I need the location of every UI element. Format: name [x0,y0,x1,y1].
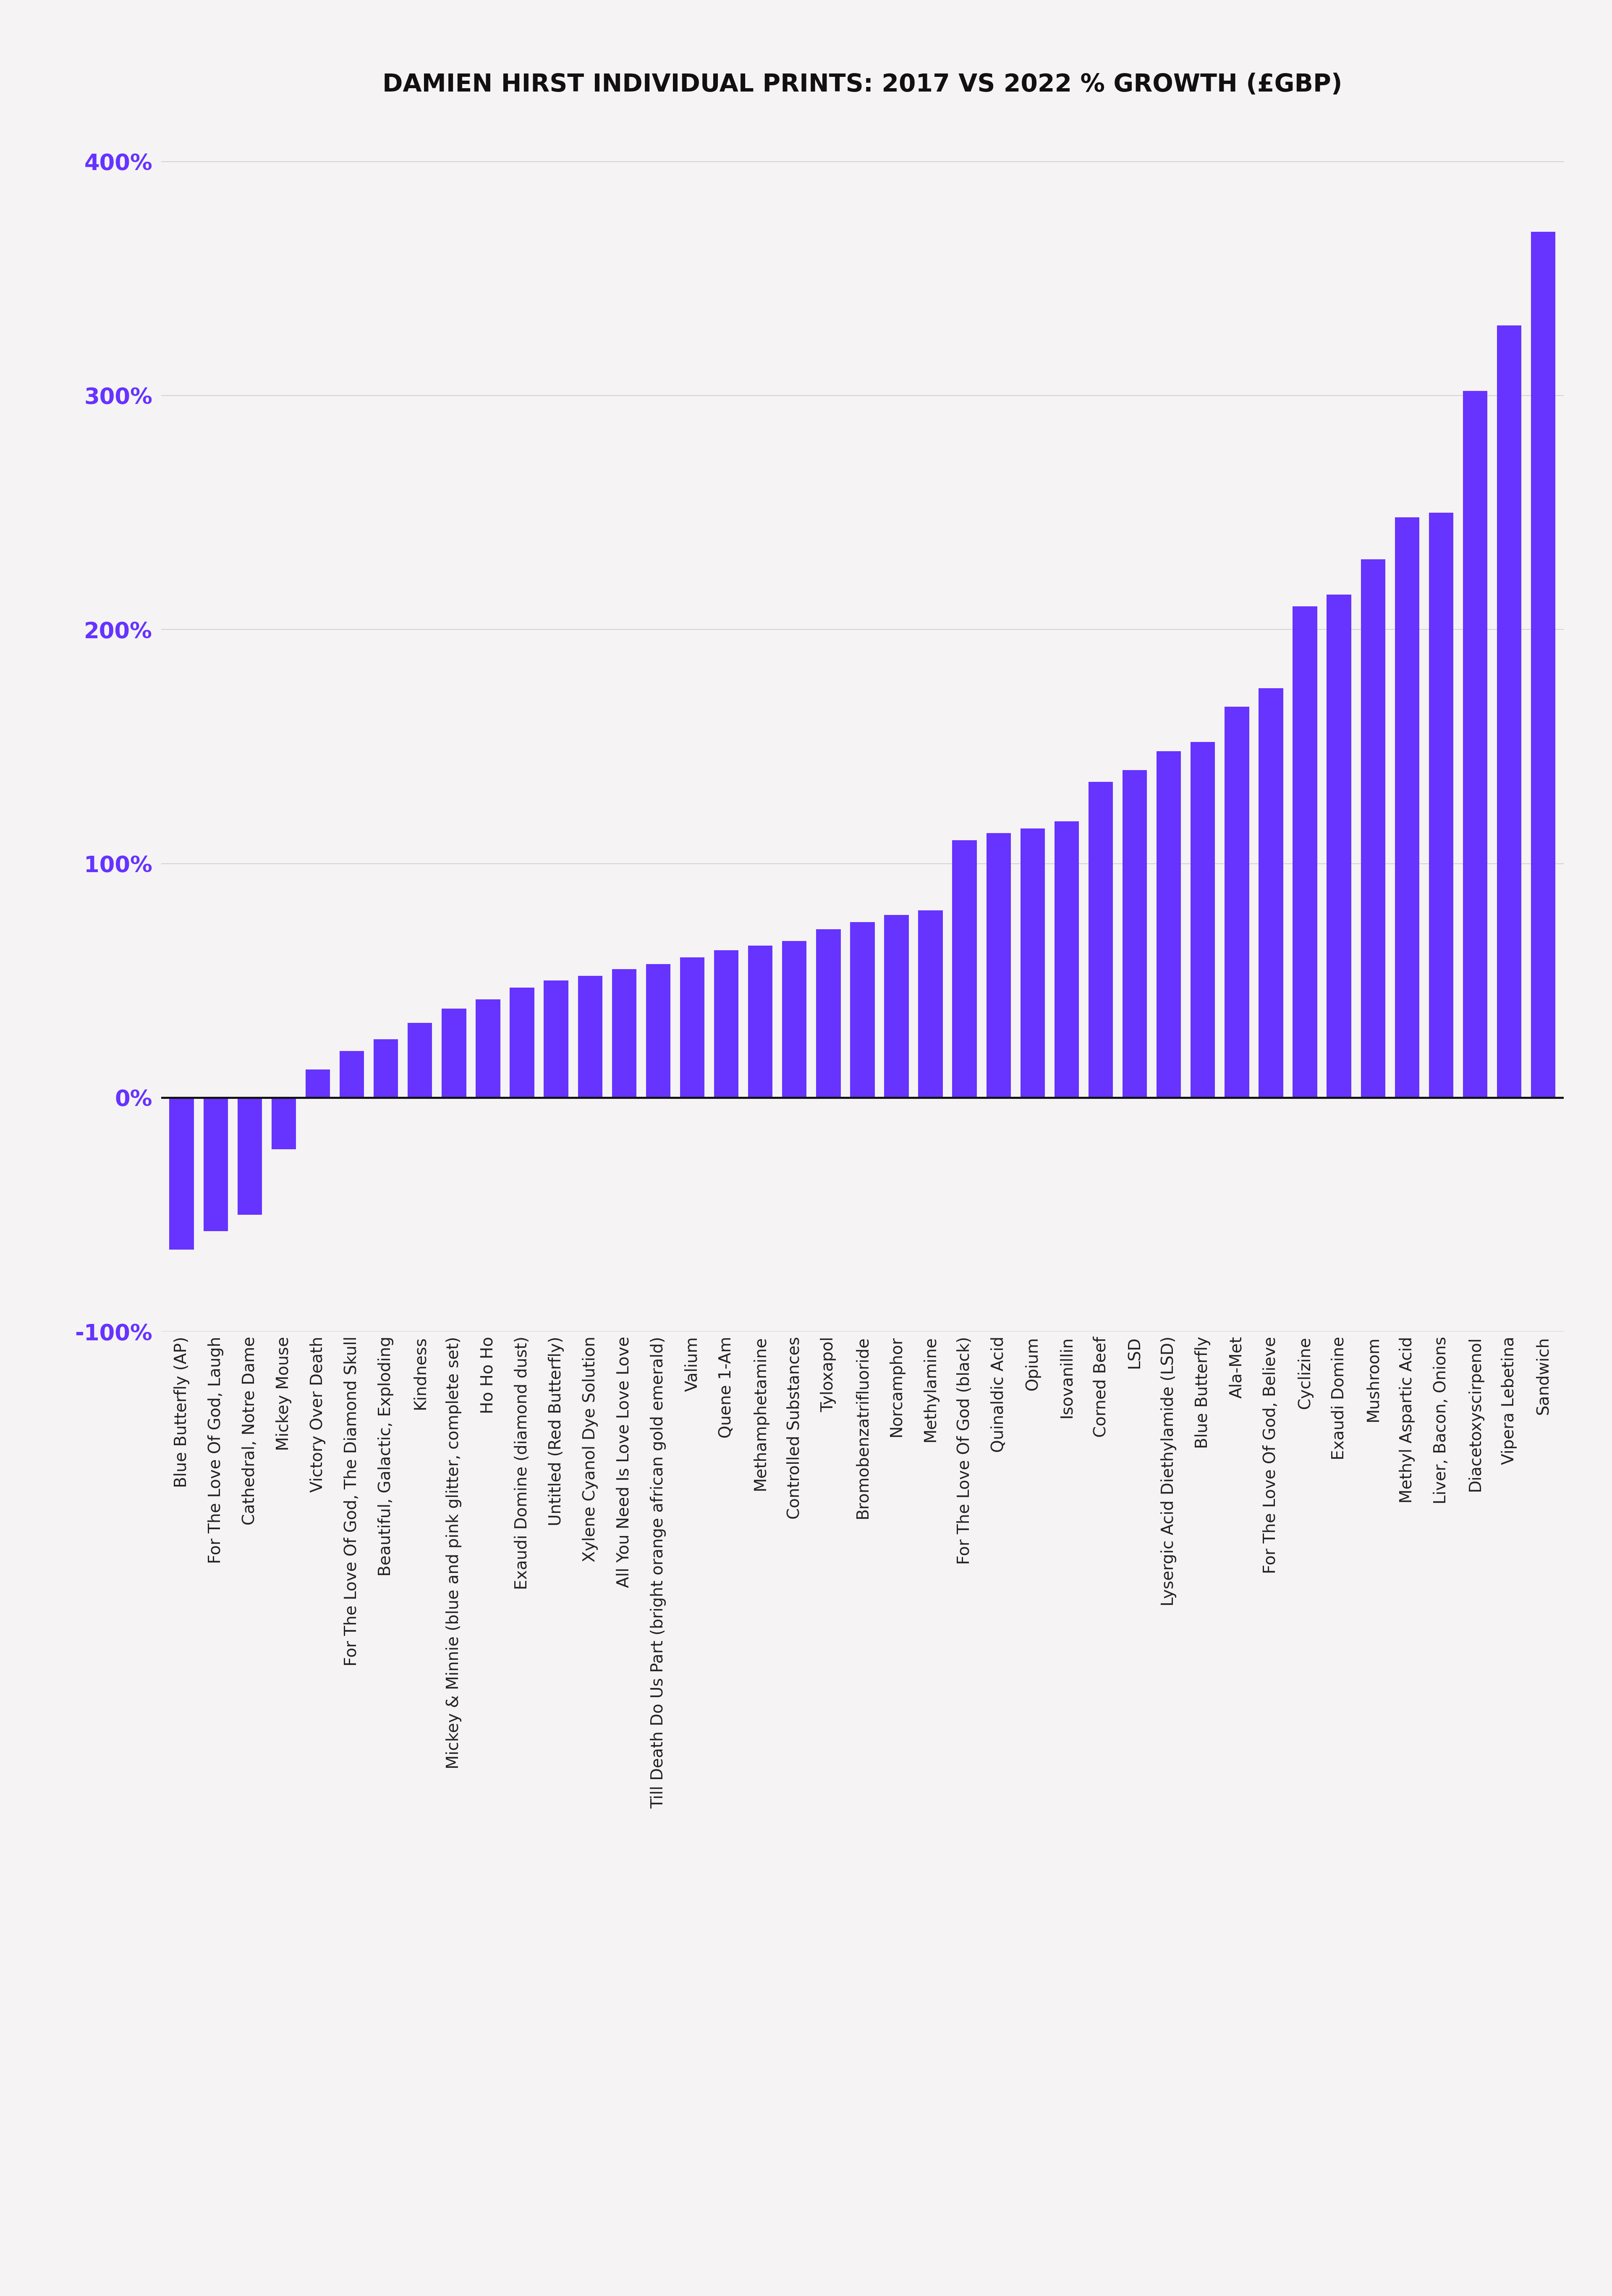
Bar [1428,512,1454,1097]
Bar [748,946,772,1097]
Bar [646,964,671,1097]
Bar [816,930,840,1097]
Bar [203,1097,227,1231]
Bar [543,980,569,1097]
Bar [271,1097,297,1150]
Bar [306,1070,330,1097]
Bar [340,1052,364,1097]
Bar [1394,517,1419,1097]
Bar [1225,707,1249,1097]
Bar [169,1097,193,1249]
Bar [613,969,637,1097]
Bar [885,916,909,1097]
Bar [237,1097,263,1215]
Bar [1462,390,1488,1097]
Bar [1293,606,1317,1097]
Bar [782,941,806,1097]
Bar [374,1040,398,1097]
Bar [1054,822,1078,1097]
Bar [919,912,943,1097]
Bar [714,951,738,1097]
Bar [408,1022,432,1097]
Bar [442,1008,466,1097]
Bar [1020,829,1045,1097]
Bar [1191,742,1215,1097]
Bar [1531,232,1556,1097]
Title: DAMIEN HIRST INDIVIDUAL PRINTS: 2017 VS 2022 % GROWTH (£GBP): DAMIEN HIRST INDIVIDUAL PRINTS: 2017 VS … [382,73,1343,96]
Bar [850,923,875,1097]
Bar [1498,326,1522,1097]
Bar [953,840,977,1097]
Bar [1088,781,1112,1097]
Bar [476,999,500,1097]
Bar [1361,560,1385,1097]
Bar [680,957,704,1097]
Bar [1156,751,1182,1097]
Bar [1122,769,1148,1097]
Bar [1259,689,1283,1097]
Bar [577,976,603,1097]
Bar [987,833,1011,1097]
Bar [1327,595,1351,1097]
Bar [509,987,534,1097]
